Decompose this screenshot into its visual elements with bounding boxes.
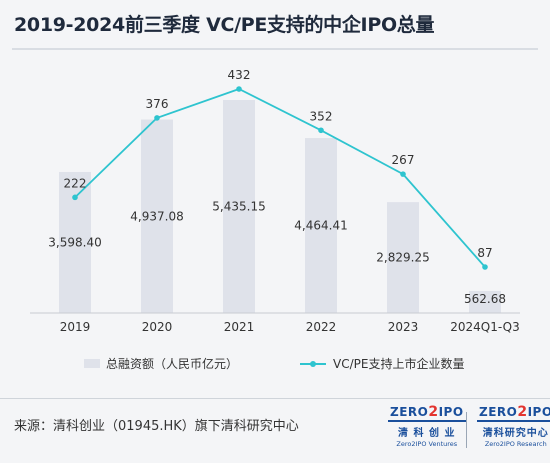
zero2ipo-ventures-logo: ZERO2IPO 清 科 创 业 Zero2IPO Ventures bbox=[388, 404, 466, 448]
bar-value-label: 2,829.25 bbox=[376, 251, 429, 265]
bar-2023 bbox=[387, 202, 419, 313]
title-divider bbox=[12, 48, 538, 50]
bar-2024Q1-Q3 bbox=[469, 290, 501, 313]
footer-divider bbox=[0, 398, 550, 399]
line-value-label: 352 bbox=[310, 109, 333, 123]
line-point bbox=[154, 115, 160, 121]
line-value-label: 87 bbox=[477, 246, 492, 260]
chart-canvas: 3,598.40 4,937.08 5,435.15 4,464.41 2,829.25… bbox=[30, 68, 520, 371]
line-point bbox=[236, 86, 242, 92]
legend-label-bar: 总融资额（人民币亿元） bbox=[106, 356, 238, 371]
bar-2022 bbox=[305, 138, 337, 313]
bar-2021 bbox=[223, 100, 255, 313]
bar-value-label: 3,598.40 bbox=[48, 235, 101, 249]
chart-title: 2019-2024前三季度 VC/PE支持的中企IPO总量 bbox=[14, 14, 435, 36]
x-tick-label: 2020 bbox=[142, 320, 173, 334]
x-tick-label: 2024Q1-Q3 bbox=[450, 320, 519, 334]
line-point bbox=[72, 194, 78, 201]
line-value-label: 432 bbox=[228, 68, 251, 82]
x-tick-label: 2019 bbox=[60, 320, 91, 334]
line-value-label: 267 bbox=[392, 153, 415, 167]
x-tick-label: 2021 bbox=[224, 320, 255, 334]
line-point bbox=[482, 264, 488, 270]
x-tick-label: 2022 bbox=[306, 320, 337, 334]
line-point bbox=[318, 127, 324, 134]
bar-value-label: 5,435.15 bbox=[212, 200, 265, 214]
bar-value-label: 562.68 bbox=[464, 292, 506, 306]
x-tick-label: 2023 bbox=[388, 320, 419, 334]
line-value-label: 376 bbox=[146, 97, 169, 111]
bar-2020 bbox=[141, 119, 173, 313]
legend-label-line: VC/PE支持上市企业数量 bbox=[333, 356, 464, 371]
legend-swatch-bar bbox=[84, 359, 100, 368]
source-note: 来源：清科创业（01945.HK）旗下清科研究中心 bbox=[14, 419, 299, 434]
line-value-label: 222 bbox=[64, 176, 87, 190]
bar-value-label: 4,464.41 bbox=[294, 219, 347, 233]
logo-divider bbox=[466, 412, 467, 448]
zero2ipo-research-logo: ZERO2IPO 清科研究中心 Zero2IPO Research bbox=[477, 404, 550, 454]
line-point bbox=[400, 171, 406, 177]
legend-marker bbox=[310, 361, 316, 367]
series-line-ipo-count bbox=[74, 88, 486, 268]
bar-value-label: 4,937.08 bbox=[130, 209, 183, 223]
